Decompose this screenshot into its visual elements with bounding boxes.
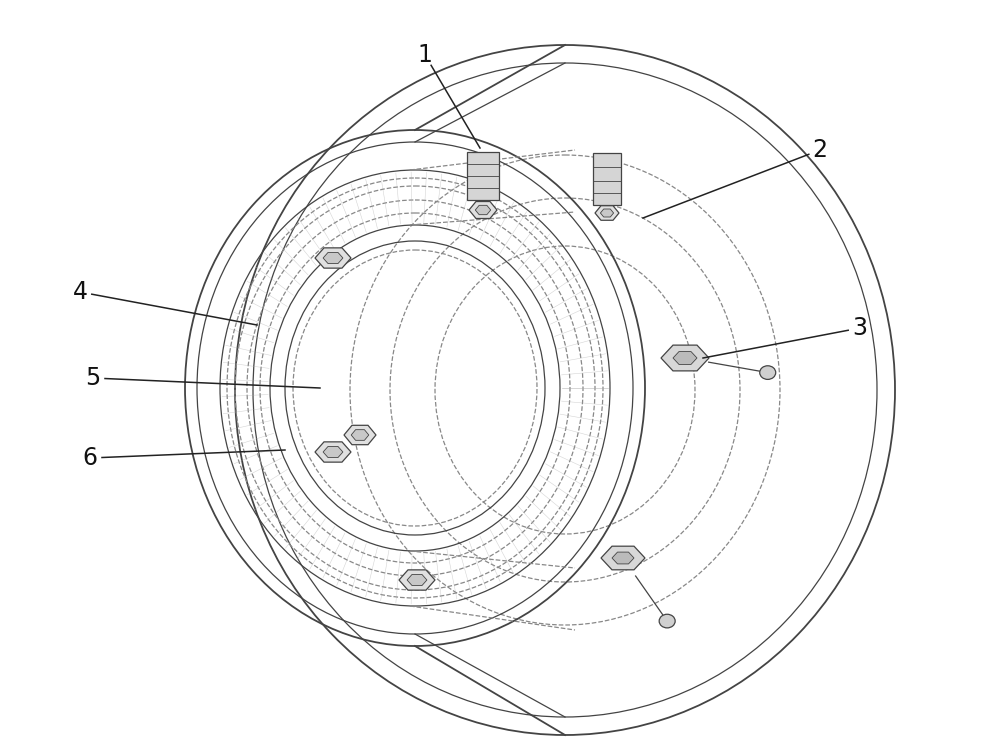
Text: 3: 3: [852, 316, 867, 340]
Polygon shape: [323, 446, 343, 458]
Ellipse shape: [659, 615, 675, 628]
Polygon shape: [673, 352, 697, 365]
Polygon shape: [595, 206, 619, 220]
Polygon shape: [351, 430, 369, 440]
Polygon shape: [661, 345, 709, 371]
Polygon shape: [601, 546, 645, 570]
Text: 1: 1: [418, 43, 432, 67]
Polygon shape: [344, 426, 376, 445]
Text: 2: 2: [812, 138, 827, 162]
Polygon shape: [315, 442, 351, 462]
Text: 5: 5: [85, 366, 101, 390]
Text: 6: 6: [83, 446, 98, 470]
Polygon shape: [407, 574, 427, 586]
Polygon shape: [323, 252, 343, 263]
Text: 4: 4: [73, 280, 88, 304]
Polygon shape: [593, 153, 621, 205]
Polygon shape: [467, 152, 499, 200]
Polygon shape: [475, 205, 491, 215]
Polygon shape: [469, 202, 497, 219]
Polygon shape: [600, 209, 614, 217]
Polygon shape: [315, 248, 351, 268]
Polygon shape: [399, 570, 435, 590]
Polygon shape: [612, 552, 634, 564]
Ellipse shape: [760, 366, 776, 379]
